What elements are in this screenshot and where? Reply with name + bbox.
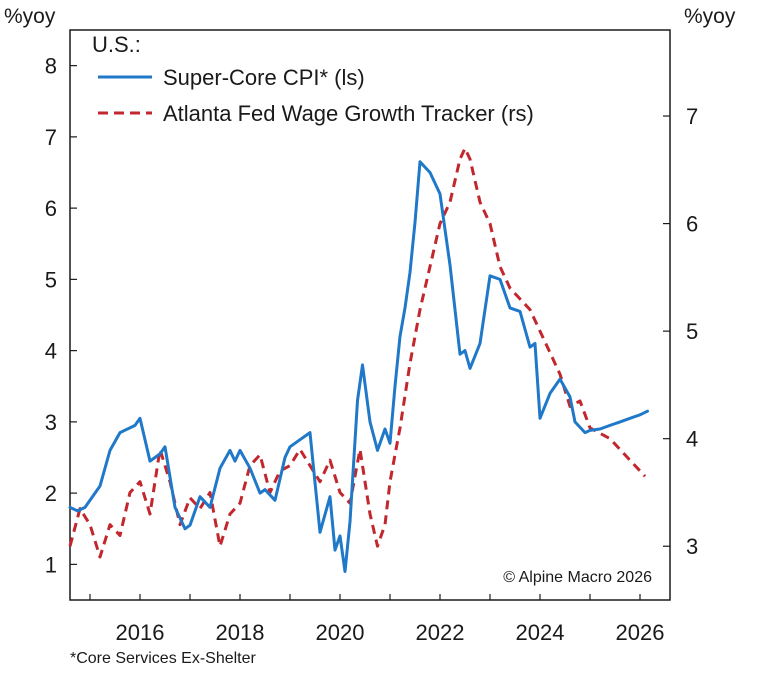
series-line-super-core-cpi	[68, 160, 649, 573]
x-tick-label: 2018	[216, 620, 265, 645]
copyright-note: © Alpine Macro 2026	[503, 569, 652, 586]
x-tick-label: 2024	[516, 620, 565, 645]
left-tick-label: 3	[45, 410, 57, 435]
x-tick-label: 2026	[616, 620, 665, 645]
right-tick-label: 5	[686, 319, 698, 344]
left-tick-label: 8	[45, 54, 57, 79]
right-tick-label: 6	[686, 212, 698, 237]
series-layer	[68, 146, 649, 573]
left-tick-label: 5	[45, 267, 57, 292]
left-tick-label: 1	[45, 552, 57, 577]
right-tick-label: 3	[686, 534, 698, 559]
left-tick-label: 6	[45, 196, 57, 221]
right-axis: 3 4 5 6 7	[663, 104, 698, 559]
x-tick-label: 2016	[116, 620, 165, 645]
x-tick-label: 2020	[316, 620, 365, 645]
legend-label-super-core-cpi: Super-Core CPI* (ls)	[163, 65, 365, 90]
legend: U.S.: Super-Core CPI* (ls) Atlanta Fed W…	[92, 32, 534, 126]
left-tick-label: 2	[45, 481, 57, 506]
legend-label-atlanta-fed-wage: Atlanta Fed Wage Growth Tracker (rs)	[163, 101, 534, 126]
left-tick-label: 4	[45, 339, 57, 364]
x-tick-label: 2022	[416, 620, 465, 645]
plot-frame	[69, 29, 671, 601]
x-axis: 2016 2018 2020 2022 2024 2026	[89, 594, 665, 645]
left-axis: 1 2 3 4 5 6 7 8	[45, 54, 77, 577]
right-tick-label: 4	[686, 427, 698, 452]
footnote: *Core Services Ex-Shelter	[70, 650, 256, 667]
series-line-atlanta-fed-wage	[68, 146, 647, 559]
left-tick-label: 7	[45, 125, 57, 150]
right-tick-label: 7	[686, 104, 698, 129]
left-axis-unit-label: %yoy	[4, 5, 56, 28]
legend-header: U.S.:	[92, 32, 141, 57]
right-axis-unit-label: %yoy	[684, 5, 736, 28]
